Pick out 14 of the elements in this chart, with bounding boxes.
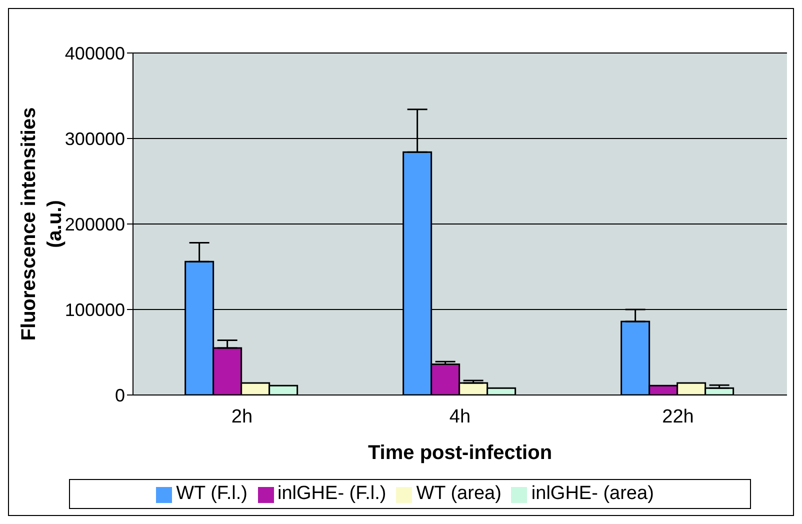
y-axis-title: Fluorescence intensities (a.u.) [18,107,66,341]
x-tick-label: 2h [231,406,253,428]
legend-label: WT (F.l.) [176,483,248,504]
x-tick-label: 4h [449,406,471,428]
y-tick-label: 0 [114,385,125,406]
legend-label: WT (area) [416,483,502,504]
x-tick-label: 22h [662,406,694,428]
y-tick-label: 400000 [64,43,125,64]
x-axis-title: Time post-infection [368,442,552,464]
y-tick-label: 200000 [64,214,125,234]
y-tick-label: 100000 [64,300,125,320]
legend-label: inlGHE- (area) [531,483,654,504]
y-tick-label: 300000 [64,128,125,149]
legend-label: inlGHE- (F.l.) [278,483,386,504]
